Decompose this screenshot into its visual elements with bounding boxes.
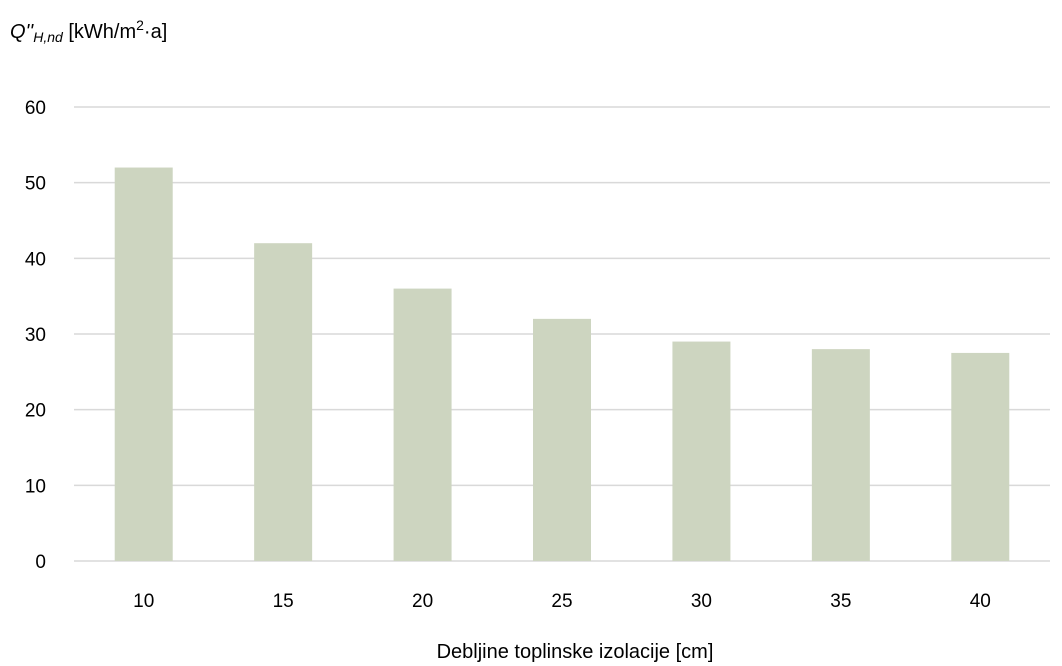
y-tick-label: 20 [25,401,46,422]
y-tick-label: 10 [25,476,46,497]
y-axis-title-subscript: H,nd [33,29,64,45]
x-axis-ticks: 10 15 20 25 30 35 40 [133,591,991,612]
bar-40 [951,352,1010,561]
y-tick-label: 30 [25,325,46,346]
bar-35 [811,349,870,561]
x-tick-label: 10 [133,591,154,612]
bar-15 [254,243,313,561]
bar-20 [393,288,452,561]
y-axis-title-symbol: Q'' [10,21,34,43]
y-axis-title-unit-suffix: ·a] [144,21,167,43]
x-tick-label: 35 [830,591,851,612]
bars [114,167,1010,562]
x-axis-title: Debljine toplinske izolacije [cm] [437,641,714,663]
y-tick-label: 0 [35,552,46,573]
y-axis-title-unit: [kWh/m [63,21,136,43]
y-tick-label: 50 [25,174,46,195]
bar-10 [114,167,173,562]
bar-25 [533,318,591,561]
y-tick-label: 60 [25,98,46,119]
x-tick-label: 15 [273,591,294,612]
y-axis-ticks: 0 10 20 30 40 50 60 [25,98,46,573]
x-tick-label: 40 [970,591,991,612]
x-tick-label: 25 [551,591,572,612]
x-tick-label: 30 [691,591,712,612]
y-axis-title: Q''H,nd [kWh/m2·a] [10,17,167,45]
y-axis-title-exponent: 2 [136,17,144,33]
x-tick-label: 20 [412,591,433,612]
bar-30 [672,341,731,561]
y-tick-label: 40 [25,249,46,270]
